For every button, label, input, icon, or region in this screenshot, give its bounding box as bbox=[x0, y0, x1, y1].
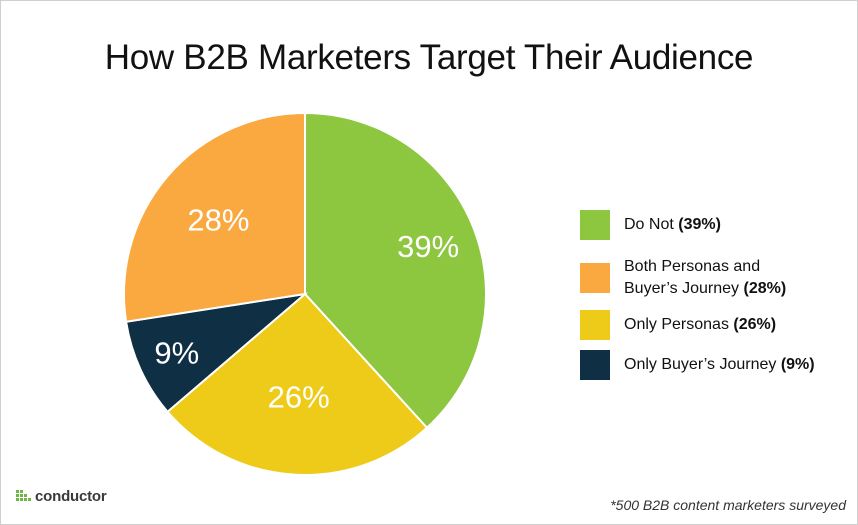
legend-swatch bbox=[580, 263, 610, 293]
legend-label: Both Personas and Buyer’s Journey (28%) bbox=[624, 258, 787, 297]
legend-item-only-personas: Only Personas (26%) bbox=[580, 310, 776, 340]
legend-label: Only Personas (26%) bbox=[624, 316, 777, 333]
logo-text: conductor bbox=[35, 488, 107, 505]
conductor-logo: conductor bbox=[16, 488, 107, 505]
pie-slice-label: 39% bbox=[397, 229, 459, 264]
legend-swatch bbox=[580, 310, 610, 340]
pie-slice-label: 28% bbox=[187, 202, 249, 237]
pie-labels: 39% 26% 9% 28% bbox=[154, 202, 459, 414]
pie-slice-label: 26% bbox=[268, 379, 330, 414]
pie-slice-only-buyer-s-journey bbox=[125, 292, 309, 414]
pie-slice-both-personas-and-buyer-s-journey bbox=[123, 111, 306, 323]
pie-slice-label: 9% bbox=[154, 336, 199, 371]
legend-item-do-not: Do Not (39%) bbox=[580, 210, 721, 240]
conductor-dots-icon bbox=[16, 489, 32, 504]
pie-slice-only-personas bbox=[166, 292, 429, 476]
legend-label: Do Not (39%) bbox=[624, 216, 721, 233]
footnote: *500 B2B content marketers surveyed bbox=[610, 497, 846, 513]
legend-item-only-journey: Only Buyer’s Journey (9%) bbox=[580, 350, 815, 380]
legend-item-both: Both Personas and Buyer’s Journey (28%) bbox=[580, 256, 804, 300]
legend-swatch bbox=[580, 210, 610, 240]
legend-label: Only Buyer’s Journey (9%) bbox=[624, 356, 815, 373]
pie-slices bbox=[123, 111, 487, 476]
pie-slice-do-not bbox=[304, 111, 487, 430]
legend-swatch bbox=[580, 350, 610, 380]
chart-title: How B2B Marketers Target Their Audience bbox=[104, 38, 754, 77]
